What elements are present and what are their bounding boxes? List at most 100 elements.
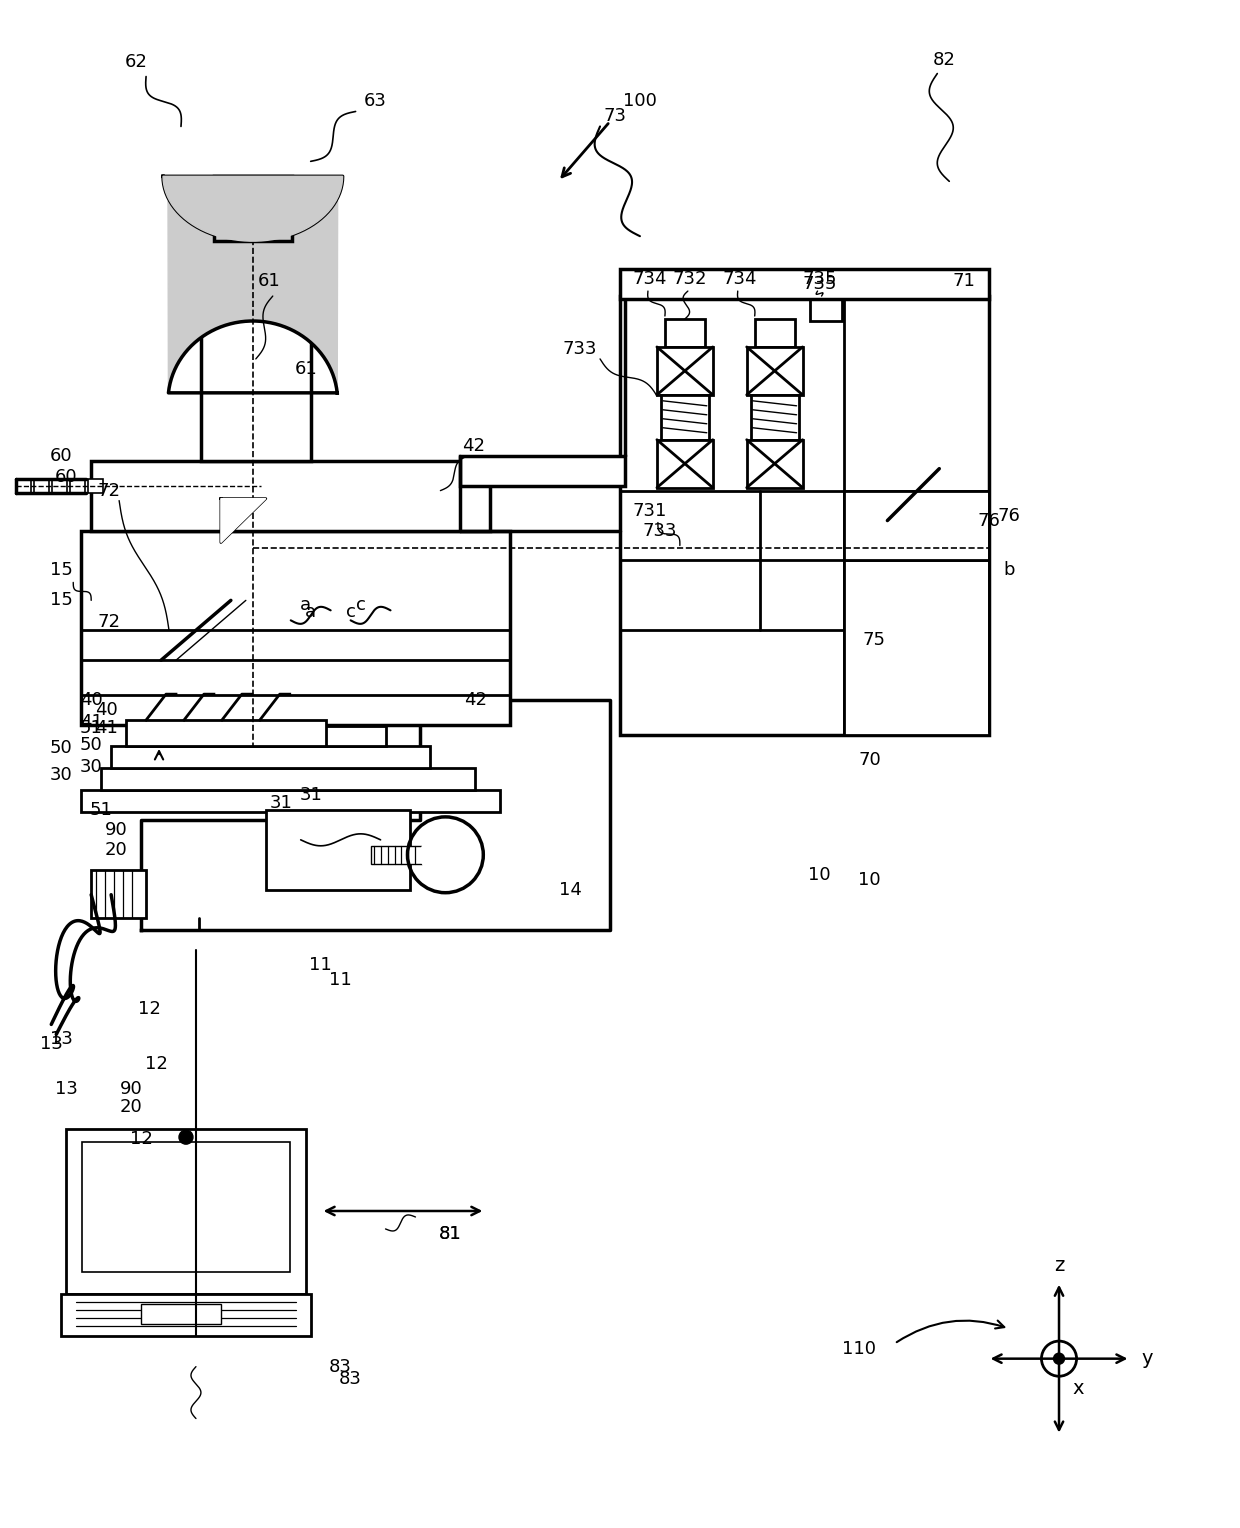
Text: 100: 100 — [622, 93, 657, 110]
Text: 734: 734 — [723, 270, 756, 289]
Circle shape — [1054, 1354, 1064, 1365]
Text: 73: 73 — [604, 107, 626, 125]
Text: 76: 76 — [998, 507, 1021, 524]
Bar — [126, 720, 326, 746]
Polygon shape — [141, 700, 610, 929]
Bar — [61, 1294, 311, 1335]
Text: b: b — [1003, 561, 1014, 579]
Text: y: y — [1141, 1349, 1152, 1368]
Text: 40: 40 — [79, 691, 103, 709]
Bar — [844, 490, 990, 561]
Bar — [657, 440, 713, 487]
Text: 30: 30 — [79, 758, 103, 776]
Text: 20: 20 — [104, 840, 128, 859]
Text: 72: 72 — [98, 481, 120, 500]
Text: 20: 20 — [120, 1099, 143, 1117]
Bar — [71, 478, 86, 492]
Text: x: x — [1073, 1380, 1084, 1398]
Text: 10: 10 — [858, 871, 880, 889]
Text: 731: 731 — [632, 501, 667, 520]
Text: 30: 30 — [50, 766, 73, 784]
Text: 71: 71 — [952, 272, 976, 290]
Circle shape — [179, 1131, 193, 1144]
Text: 62: 62 — [125, 52, 148, 70]
Text: 83: 83 — [340, 1369, 362, 1387]
Bar — [661, 394, 709, 440]
Bar — [66, 1129, 306, 1294]
Text: 51: 51 — [79, 720, 103, 736]
Text: 12: 12 — [138, 1001, 160, 1019]
Text: 72: 72 — [98, 613, 120, 631]
Bar — [92, 460, 490, 530]
Text: 15: 15 — [50, 561, 73, 579]
Text: 735: 735 — [802, 270, 837, 289]
Bar — [620, 269, 990, 299]
Text: 14: 14 — [559, 880, 582, 898]
Bar — [82, 1141, 290, 1271]
Text: 31: 31 — [269, 795, 293, 811]
Bar — [844, 561, 990, 735]
Text: 75: 75 — [863, 631, 885, 649]
Bar — [201, 281, 311, 460]
Bar — [141, 1303, 221, 1323]
Text: 12: 12 — [130, 1131, 153, 1148]
Bar — [112, 746, 430, 769]
Text: 12: 12 — [145, 1056, 167, 1073]
Bar — [52, 478, 67, 492]
Text: 11: 11 — [330, 970, 352, 989]
Polygon shape — [167, 202, 337, 393]
Bar — [755, 319, 795, 347]
Bar — [810, 296, 842, 321]
Text: 90: 90 — [104, 821, 128, 839]
Bar — [92, 869, 146, 918]
Text: 83: 83 — [329, 1358, 352, 1375]
Text: 76: 76 — [977, 512, 1001, 530]
Text: 732: 732 — [672, 270, 707, 289]
Bar — [35, 478, 50, 492]
Text: 60: 60 — [55, 468, 78, 486]
Bar — [215, 176, 291, 241]
Text: 734: 734 — [632, 270, 667, 289]
Text: 81: 81 — [439, 1225, 461, 1242]
Circle shape — [422, 831, 469, 879]
Text: z: z — [1054, 1256, 1064, 1274]
Bar — [102, 769, 475, 790]
Text: 82: 82 — [932, 50, 956, 69]
Bar — [81, 530, 510, 726]
Text: 10: 10 — [808, 866, 831, 883]
Text: 13: 13 — [40, 1036, 63, 1053]
Bar — [746, 440, 802, 487]
Text: 63: 63 — [365, 93, 387, 110]
Bar — [746, 347, 802, 394]
Text: 61: 61 — [258, 272, 280, 290]
Bar — [216, 241, 295, 281]
Text: a: a — [305, 604, 316, 622]
Text: 735: 735 — [802, 275, 837, 293]
Text: 11: 11 — [309, 955, 332, 973]
Text: 81: 81 — [439, 1225, 461, 1242]
Text: 13: 13 — [50, 1030, 73, 1048]
Text: 42: 42 — [461, 437, 485, 455]
Text: 60: 60 — [50, 446, 73, 465]
Text: 733: 733 — [563, 339, 598, 358]
Text: a: a — [300, 596, 311, 614]
Text: 40: 40 — [94, 701, 118, 720]
Bar — [81, 790, 500, 811]
Bar — [665, 319, 704, 347]
Bar — [460, 455, 625, 486]
Text: 31: 31 — [299, 785, 322, 804]
Text: 110: 110 — [842, 1340, 877, 1358]
Bar — [131, 726, 386, 746]
Text: 70: 70 — [858, 750, 880, 769]
Text: 51: 51 — [89, 801, 113, 819]
Text: 50: 50 — [50, 740, 73, 756]
Text: c: c — [356, 596, 366, 614]
Text: 90: 90 — [120, 1080, 143, 1099]
Polygon shape — [221, 498, 265, 542]
FancyArrowPatch shape — [897, 1320, 1004, 1342]
Bar — [16, 478, 31, 492]
Bar — [371, 847, 425, 863]
Bar — [750, 394, 799, 440]
Bar — [226, 202, 285, 241]
Bar — [657, 347, 713, 394]
